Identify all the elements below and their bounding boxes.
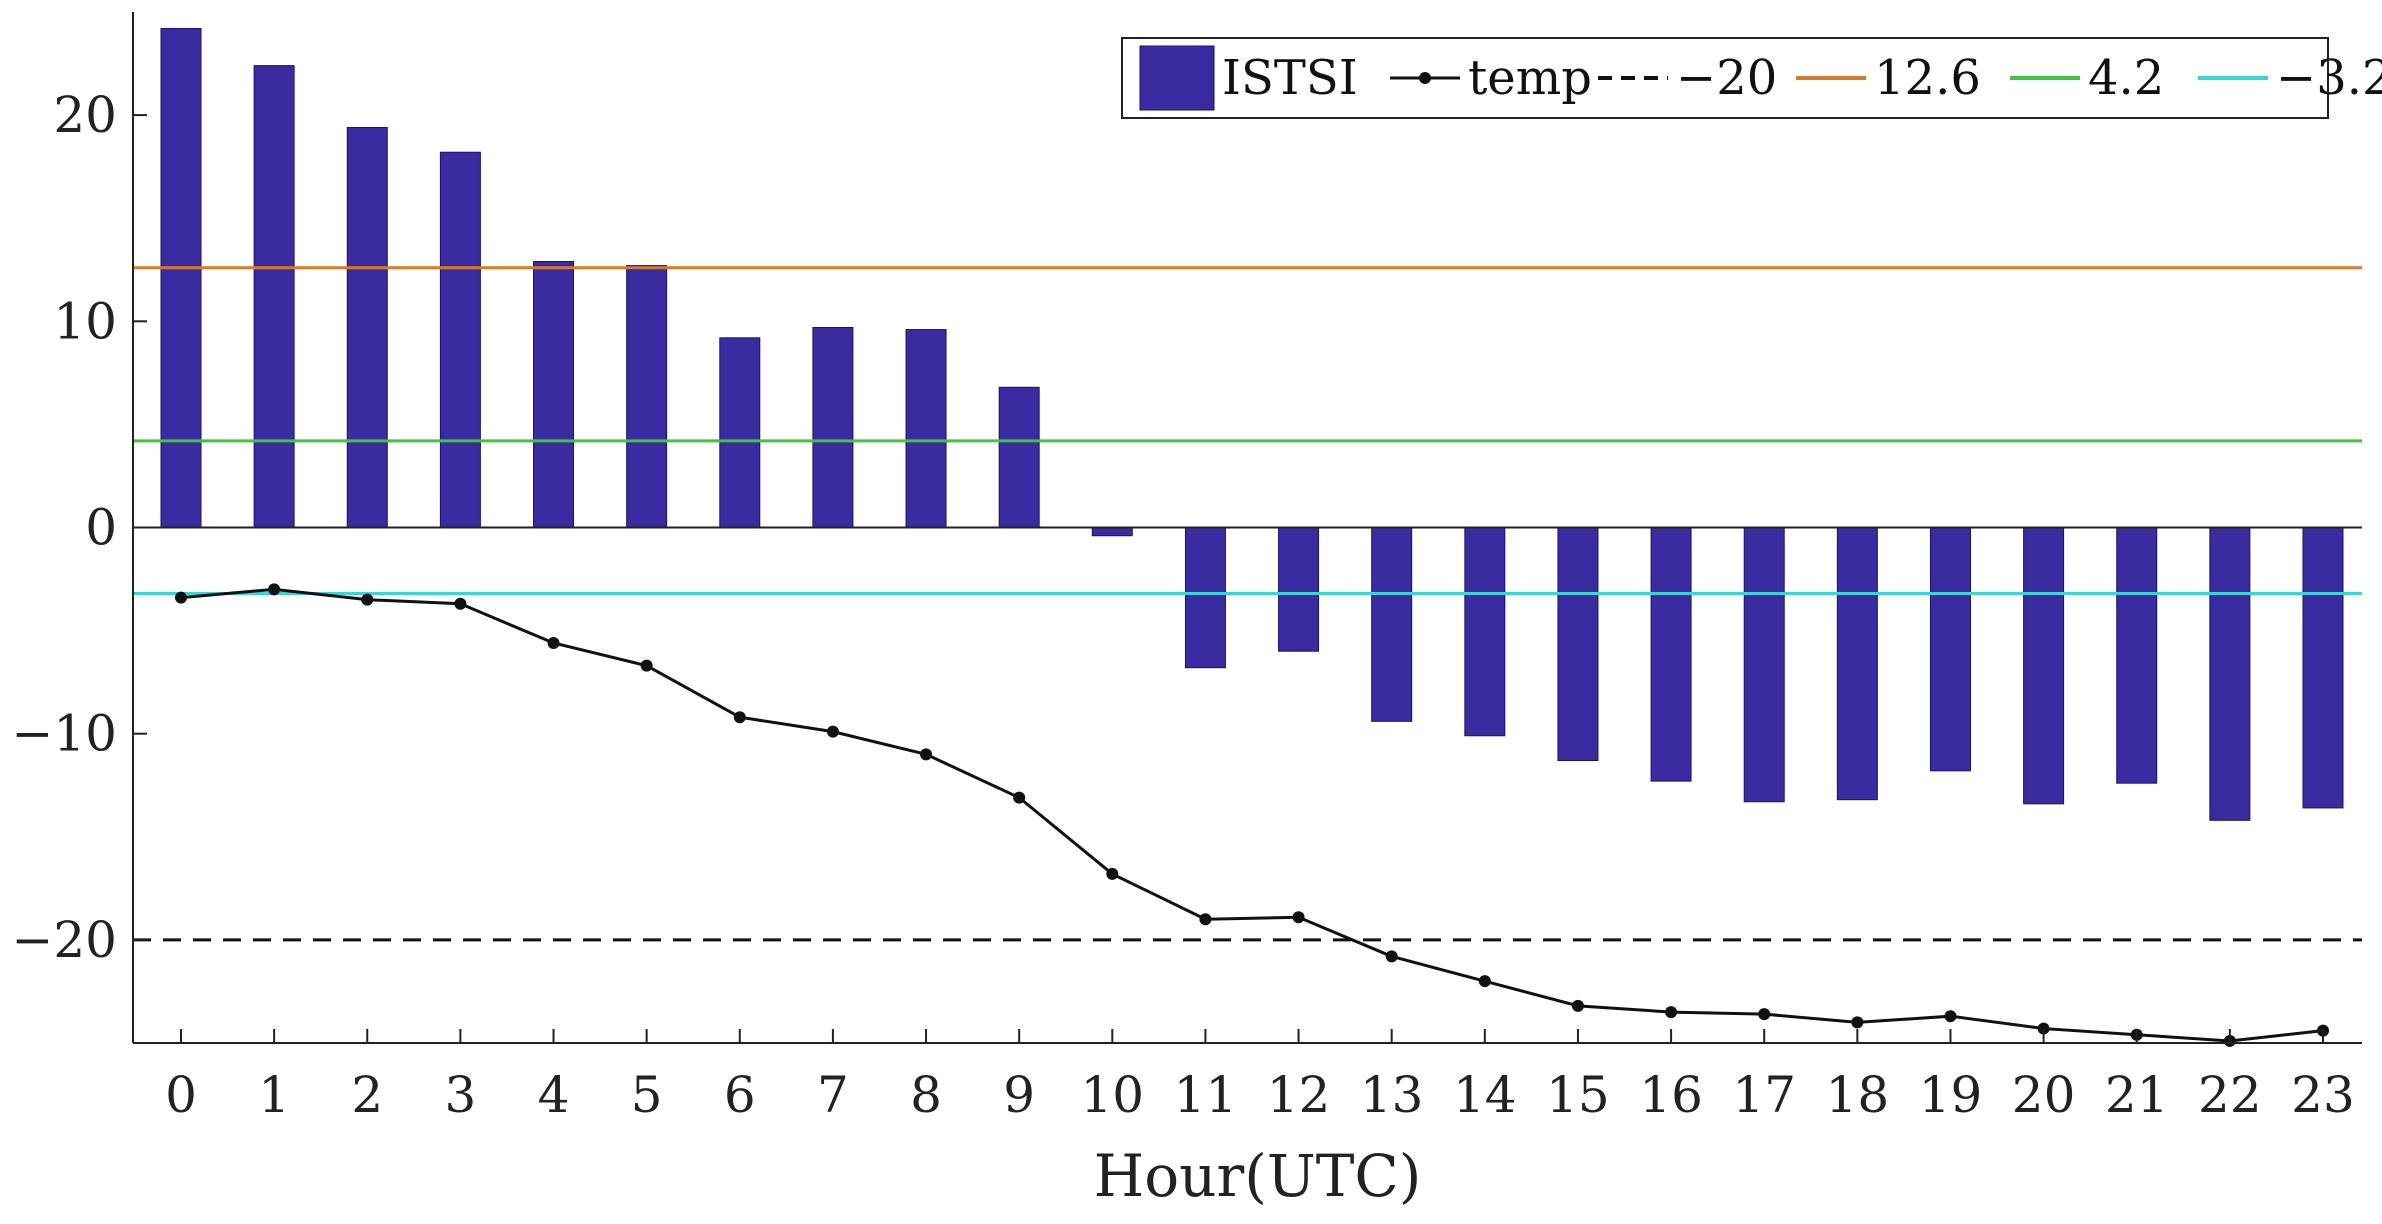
x-tick-label: 5	[631, 1066, 663, 1124]
x-tick-label: 9	[1003, 1066, 1035, 1124]
temp-point	[1106, 867, 1119, 880]
legend-label-ref: 4.2	[2088, 50, 2164, 106]
istsi-bar	[439, 151, 481, 528]
istsi-bar	[1929, 527, 1971, 772]
x-tick-label: 6	[724, 1066, 756, 1124]
x-tick-label: 13	[1360, 1066, 1424, 1124]
istsi-bar	[1184, 527, 1226, 669]
x-tick-label: 19	[1919, 1066, 1983, 1124]
istsi-bar	[812, 326, 854, 528]
y-tick-label: −20	[11, 911, 117, 969]
temp-line	[180, 587, 2324, 1043]
y-tick-label: 0	[85, 499, 117, 557]
x-tick-label: 2	[351, 1066, 383, 1124]
temp-point	[640, 659, 653, 672]
y-tick-label: −10	[11, 705, 117, 763]
legend-swatch-istsi	[1139, 45, 1215, 111]
temp-point	[1478, 975, 1491, 988]
legend-label-ref: −20	[1676, 50, 1777, 106]
istsi-bar	[1091, 527, 1133, 537]
istsi-bar	[160, 27, 202, 528]
temp-point	[1851, 1016, 1864, 1029]
legend-label-ref: 12.6	[1874, 50, 1981, 106]
temp-point	[268, 583, 281, 596]
istsi-bar	[719, 337, 761, 528]
x-tick-label: 15	[1546, 1066, 1610, 1124]
temp-point	[1944, 1010, 1957, 1023]
temp-point	[1013, 791, 1026, 804]
x-tick-label: 1	[258, 1066, 290, 1124]
istsi-bar	[1371, 527, 1413, 722]
istsi-bar	[1743, 527, 1785, 803]
temp-point	[1758, 1008, 1771, 1021]
x-tick-label: 0	[165, 1066, 197, 1124]
x-tick-label: 14	[1453, 1066, 1517, 1124]
x-tick-label: 11	[1174, 1066, 1238, 1124]
temp-point	[454, 597, 467, 610]
temp-point	[547, 636, 560, 649]
x-tick-label: 22	[2198, 1066, 2262, 1124]
legend-box	[1121, 37, 2329, 119]
x-tick-label: 23	[2291, 1066, 2355, 1124]
temp-point	[1571, 999, 1584, 1012]
istsi-bar	[533, 261, 575, 528]
istsi-bar	[2023, 527, 2065, 805]
istsi-bar	[253, 65, 295, 528]
istsi-bar	[346, 126, 388, 529]
x-tick-label: 16	[1639, 1066, 1703, 1124]
temp-point	[826, 725, 839, 738]
x-axis-title: Hour(UTC)	[1094, 1142, 1422, 1210]
x-tick-label: 18	[1826, 1066, 1890, 1124]
temp-point	[1665, 1006, 1678, 1019]
legend-label-temp: temp	[1468, 50, 1592, 106]
temp-point	[361, 593, 374, 606]
istsi-bar	[2116, 527, 2158, 784]
x-tick-label: 10	[1080, 1066, 1144, 1124]
istsi-bar	[1557, 527, 1599, 762]
temp-point	[175, 591, 187, 604]
temp-point	[1292, 911, 1305, 924]
temp-point	[1385, 950, 1398, 963]
x-tick-label: 3	[444, 1066, 476, 1124]
legend-label-ref: −3.2	[2276, 50, 2382, 106]
x-tick-label: 21	[2105, 1066, 2169, 1124]
istsi-bar	[2209, 527, 2251, 821]
istsi-bar	[1278, 527, 1320, 652]
istsi-bar	[1836, 527, 1878, 801]
temp-point	[1199, 913, 1212, 926]
temp-point	[2037, 1022, 2050, 1035]
temp-point	[733, 711, 746, 724]
istsi-bar	[2302, 527, 2344, 809]
x-tick-label: 17	[1732, 1066, 1796, 1124]
istsi-bar	[998, 386, 1040, 528]
legend-marker-temp	[1419, 72, 1431, 84]
istsi-bar	[626, 265, 668, 528]
x-tick-label: 20	[2012, 1066, 2076, 1124]
istsi-bar	[905, 329, 947, 528]
y-tick-label: 10	[53, 292, 117, 350]
x-tick-label: 4	[538, 1066, 570, 1124]
x-tick-label: 7	[817, 1066, 849, 1124]
temp-point	[920, 748, 933, 761]
istsi-bar	[1464, 527, 1506, 737]
y-tick-label: 20	[53, 86, 117, 144]
istsi-bar	[1650, 527, 1692, 782]
legend-label-istsi: ISTSI	[1222, 50, 1358, 106]
x-tick-label: 12	[1267, 1066, 1331, 1124]
x-tick-label: 8	[910, 1066, 942, 1124]
